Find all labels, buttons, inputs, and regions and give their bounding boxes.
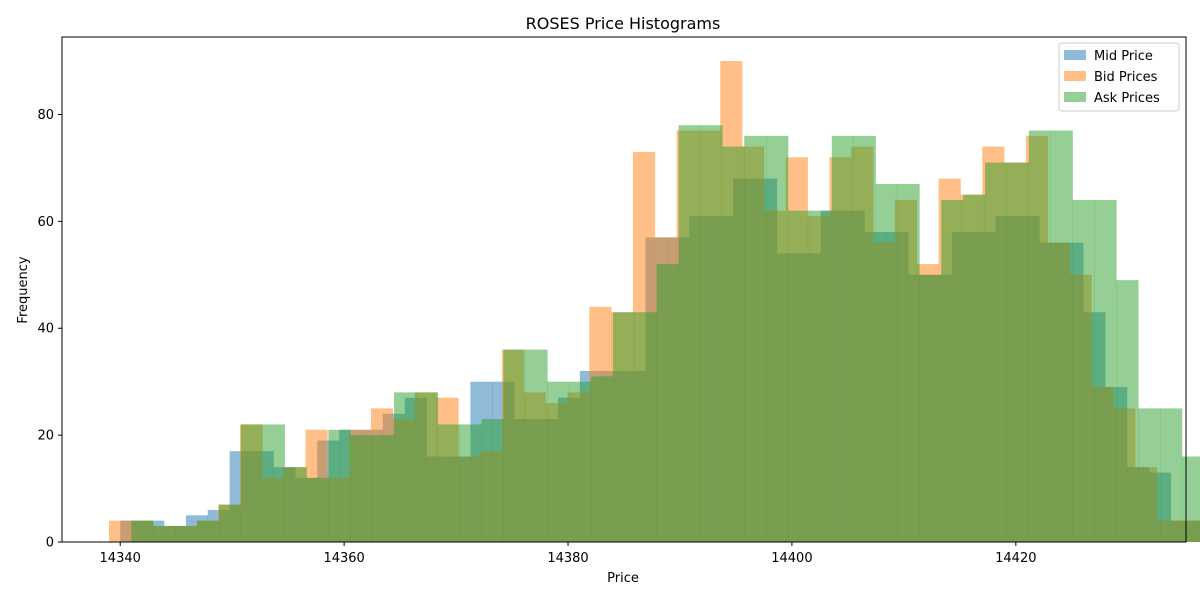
histogram-bar <box>875 183 898 542</box>
histogram-bar <box>415 392 439 542</box>
histogram-bar <box>941 199 964 543</box>
histogram-bar <box>1028 130 1051 542</box>
histogram-bar <box>262 424 285 542</box>
histogram-bar <box>153 525 176 542</box>
histogram-bar <box>481 419 504 542</box>
legend-box <box>1058 42 1180 112</box>
histogram-bar <box>131 520 154 542</box>
legend-label: Ask Prices <box>1094 91 1160 106</box>
legend: Mid Price Bid Prices Ask Prices <box>1058 42 1180 112</box>
histogram-bar <box>218 504 242 542</box>
legend-label: Mid Price <box>1094 49 1153 64</box>
histogram-bar <box>394 392 417 542</box>
histogram-bar <box>525 349 548 542</box>
histogram-bar <box>591 376 614 542</box>
histogram-bar <box>656 264 679 542</box>
histogram-bar <box>984 162 1008 542</box>
histogram-bar <box>328 429 351 542</box>
x-tick-label: 14380 <box>547 551 588 566</box>
histogram-bar <box>175 525 198 542</box>
histogram-bar <box>634 312 657 542</box>
histogram-bar <box>459 424 482 542</box>
histogram-bar <box>963 194 986 542</box>
histogram-bar <box>853 135 876 543</box>
histogram-bar <box>678 125 701 543</box>
histogram-bar <box>284 467 307 542</box>
histogram-bar <box>306 477 329 542</box>
histogram-bar <box>547 381 570 542</box>
y-tick-label: 0 <box>46 536 54 551</box>
histogram-bar <box>1050 130 1073 542</box>
histogram-bar <box>372 435 395 542</box>
y-axis: 0 20 40 60 80 <box>37 108 62 551</box>
histogram-bar <box>437 424 461 542</box>
histogram-bar <box>744 135 767 543</box>
legend-swatch <box>1064 71 1086 81</box>
histogram-bar <box>766 135 789 543</box>
histogram-bar <box>350 435 373 542</box>
legend-swatch <box>1064 50 1086 60</box>
x-axis-label: Price <box>607 571 639 586</box>
plot-frame <box>61 36 1187 543</box>
histogram-bar <box>1160 408 1183 542</box>
histogram-bar <box>722 146 745 543</box>
x-tick-label: 14400 <box>771 551 812 566</box>
histogram-bar <box>109 520 132 542</box>
histogram-bar <box>700 125 723 543</box>
y-axis-label: Frequency <box>16 256 31 323</box>
histogram-bar <box>1072 199 1095 543</box>
histogram-bar <box>1006 162 1030 542</box>
histogram-bar <box>612 312 636 542</box>
x-tick-label: 14340 <box>100 551 141 566</box>
series-ask-prices <box>131 125 1200 543</box>
histogram-bar <box>1094 199 1117 543</box>
legend-swatch <box>1064 92 1086 102</box>
histogram-bar <box>831 135 854 543</box>
histogram-bar <box>919 274 942 542</box>
histogram-bar <box>1181 456 1200 542</box>
histogram-bar <box>897 183 920 542</box>
x-axis: 14340 14360 14380 14400 14420 <box>100 542 1037 566</box>
histogram-bar <box>569 381 592 542</box>
x-tick-label: 14420 <box>995 551 1036 566</box>
x-tick-label: 14360 <box>323 551 364 566</box>
histogram-bar <box>240 424 264 542</box>
histogram-bar <box>788 210 811 542</box>
legend-label: Bid Prices <box>1094 70 1158 85</box>
histogram-bar <box>503 349 526 542</box>
y-tick-label: 20 <box>37 429 54 444</box>
histogram-bar <box>1116 280 1139 542</box>
bars-layer <box>109 61 1200 543</box>
y-tick-label: 80 <box>37 108 54 123</box>
y-tick-label: 40 <box>37 322 54 337</box>
y-tick-label: 60 <box>37 215 54 230</box>
histogram-bar <box>197 520 220 542</box>
chart-title: ROSES Price Histograms <box>526 14 721 33</box>
histogram-bar <box>1138 408 1161 542</box>
histogram-bar <box>809 210 833 542</box>
